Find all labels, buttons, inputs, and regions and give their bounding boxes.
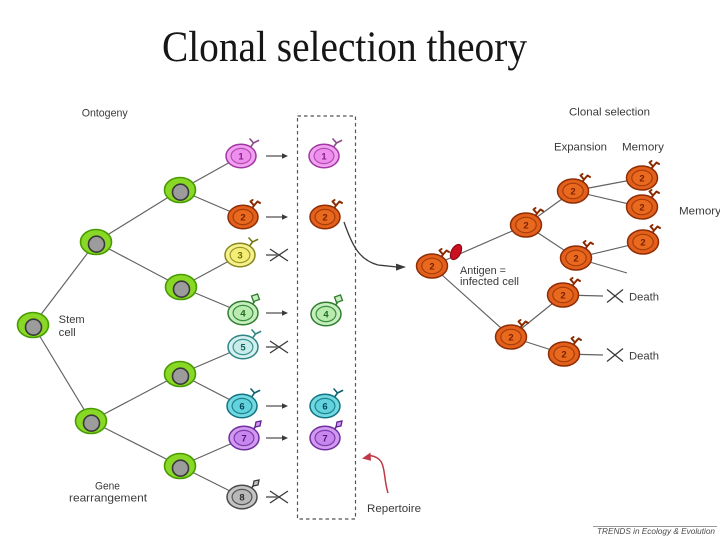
svg-text:Death: Death xyxy=(629,292,659,304)
svg-text:1: 1 xyxy=(238,151,244,162)
svg-text:2: 2 xyxy=(429,261,434,272)
svg-text:Gene: Gene xyxy=(95,481,120,493)
svg-text:6: 6 xyxy=(322,401,327,412)
svg-text:Repertoire: Repertoire xyxy=(367,503,421,515)
svg-text:Expansion: Expansion xyxy=(554,142,607,154)
svg-text:Death: Death xyxy=(629,351,659,363)
svg-text:1: 1 xyxy=(321,151,327,162)
svg-text:Memory: Memory xyxy=(679,206,720,218)
svg-text:7: 7 xyxy=(241,433,246,444)
svg-text:Antigen =: Antigen = xyxy=(460,265,506,277)
svg-text:rearrangement: rearrangement xyxy=(69,493,147,505)
svg-text:Clonal selection theory: Clonal selection theory xyxy=(162,23,527,71)
svg-text:2: 2 xyxy=(639,202,644,213)
svg-text:5: 5 xyxy=(240,342,246,353)
svg-text:2: 2 xyxy=(639,173,644,184)
svg-text:6: 6 xyxy=(239,401,244,412)
svg-text:8: 8 xyxy=(239,492,244,503)
svg-text:2: 2 xyxy=(322,212,327,223)
svg-text:Ontogeny: Ontogeny xyxy=(82,108,128,120)
svg-text:2: 2 xyxy=(573,253,578,264)
svg-text:TRENDS in Ecology & Evolution: TRENDS in Ecology & Evolution xyxy=(597,526,715,536)
svg-text:infected cell: infected cell xyxy=(460,276,519,288)
svg-text:Stem: Stem xyxy=(59,314,85,326)
svg-text:2: 2 xyxy=(560,290,565,301)
svg-text:2: 2 xyxy=(240,212,245,223)
svg-text:2: 2 xyxy=(508,332,513,343)
svg-text:Memory: Memory xyxy=(622,142,665,154)
svg-text:2: 2 xyxy=(570,186,575,197)
svg-text:2: 2 xyxy=(523,220,528,231)
svg-text:4: 4 xyxy=(240,308,246,319)
svg-text:7: 7 xyxy=(322,433,327,444)
svg-text:2: 2 xyxy=(640,237,645,248)
svg-text:3: 3 xyxy=(237,250,242,261)
svg-text:cell: cell xyxy=(59,327,76,339)
svg-text:4: 4 xyxy=(323,309,329,320)
svg-text:2: 2 xyxy=(561,349,566,360)
svg-text:Clonal selection: Clonal selection xyxy=(569,107,650,119)
